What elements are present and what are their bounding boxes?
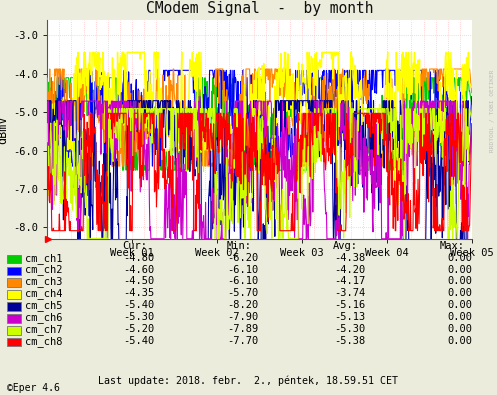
Text: 0.00: 0.00 [447, 265, 472, 275]
Text: -5.16: -5.16 [334, 300, 365, 310]
Text: cm_ch5: cm_ch5 [25, 300, 62, 311]
Text: 0.00: 0.00 [447, 276, 472, 286]
Text: cm_ch3: cm_ch3 [25, 276, 62, 287]
Text: -6.20: -6.20 [227, 253, 258, 263]
Text: cm_ch1: cm_ch1 [25, 253, 62, 263]
Text: -8.20: -8.20 [227, 300, 258, 310]
Text: -6.10: -6.10 [227, 276, 258, 286]
Text: 0.00: 0.00 [447, 312, 472, 322]
Text: 0.00: 0.00 [447, 324, 472, 334]
Text: -4.20: -4.20 [334, 265, 365, 275]
Text: -4.60: -4.60 [123, 265, 154, 275]
Text: -5.40: -5.40 [123, 300, 154, 310]
Text: RRDTOOL / TOBI OETIKER: RRDTOOL / TOBI OETIKER [490, 70, 495, 152]
Text: -3.74: -3.74 [334, 288, 365, 298]
Title: CModem Signal  -  by month: CModem Signal - by month [146, 1, 373, 16]
Text: -4.38: -4.38 [334, 253, 365, 263]
Text: cm_ch4: cm_ch4 [25, 288, 62, 299]
Text: -5.30: -5.30 [123, 312, 154, 322]
Text: -5.30: -5.30 [334, 324, 365, 334]
Text: -5.38: -5.38 [334, 336, 365, 346]
Text: Cur:: Cur: [122, 241, 147, 251]
Text: -7.89: -7.89 [227, 324, 258, 334]
Y-axis label: dBmV: dBmV [0, 115, 9, 144]
Text: Min:: Min: [226, 241, 251, 251]
Text: -4.17: -4.17 [334, 276, 365, 286]
Text: -5.13: -5.13 [334, 312, 365, 322]
Text: Last update: 2018. febr.  2., péntek, 18.59.51 CET: Last update: 2018. febr. 2., péntek, 18.… [98, 375, 399, 386]
Text: -7.70: -7.70 [227, 336, 258, 346]
Text: -5.20: -5.20 [123, 324, 154, 334]
Text: ©Eper 4.6: ©Eper 4.6 [7, 383, 60, 393]
Text: -5.70: -5.70 [227, 288, 258, 298]
Text: cm_ch8: cm_ch8 [25, 336, 62, 346]
Text: 0.00: 0.00 [447, 253, 472, 263]
Text: cm_ch2: cm_ch2 [25, 265, 62, 275]
Text: -7.90: -7.90 [227, 312, 258, 322]
Text: -6.10: -6.10 [227, 265, 258, 275]
Text: -4.50: -4.50 [123, 276, 154, 286]
Text: 0.00: 0.00 [447, 300, 472, 310]
Text: -4.35: -4.35 [123, 288, 154, 298]
Text: cm_ch6: cm_ch6 [25, 312, 62, 323]
Text: Avg:: Avg: [333, 241, 358, 251]
Text: 0.00: 0.00 [447, 288, 472, 298]
Text: 0.00: 0.00 [447, 336, 472, 346]
Text: cm_ch7: cm_ch7 [25, 324, 62, 335]
Text: Max:: Max: [440, 241, 465, 251]
Text: -4.80: -4.80 [123, 253, 154, 263]
Text: -5.40: -5.40 [123, 336, 154, 346]
